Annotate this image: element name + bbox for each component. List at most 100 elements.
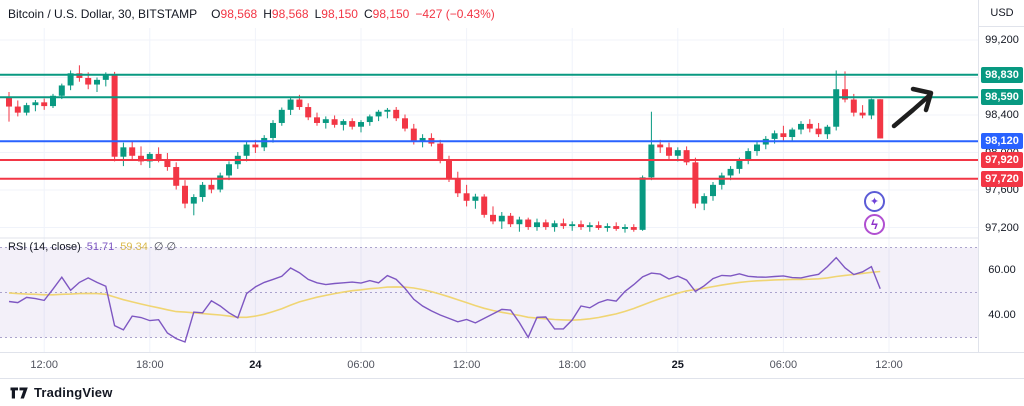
candle (525, 217, 532, 230)
candle (129, 140, 136, 160)
candle (745, 148, 752, 165)
candle (23, 102, 30, 116)
candle (322, 116, 329, 129)
price-axis[interactable]: USD 99,20098,40098,00097,60097,20098,830… (978, 0, 1024, 378)
ohlc-key: H (263, 7, 272, 21)
candle (710, 182, 716, 201)
rsi-indicator-header: RSI (14, close) 51.71 59.34 ∅ ∅ (8, 240, 176, 253)
candle (384, 107, 391, 119)
candle (754, 141, 760, 156)
price-level-badge: 98,120 (981, 133, 1023, 150)
candle (199, 182, 206, 202)
candle (190, 194, 197, 216)
candle (806, 119, 813, 133)
candle (833, 70, 840, 131)
time-axis-label: 06:00 (769, 359, 798, 371)
candle (67, 70, 74, 91)
candle (666, 142, 672, 160)
candle (534, 218, 540, 231)
price-level-badge: 97,920 (981, 152, 1023, 168)
candle (287, 96, 294, 115)
ohlc-value: 98,568 (271, 7, 309, 21)
candle (226, 161, 232, 181)
candle (569, 221, 576, 231)
time-axis-label: 12:00 (875, 359, 903, 371)
candle (32, 100, 39, 112)
candle (815, 122, 822, 138)
candle (798, 121, 804, 135)
sparkle-button[interactable]: ✦ (864, 191, 885, 212)
candle (630, 224, 637, 232)
candle (428, 133, 435, 147)
time-axis-label: 12:00 (30, 359, 58, 371)
candle (692, 157, 699, 209)
price-axis-label: 99,200 (985, 34, 1019, 46)
ohlc-values: O98,568 H98,568 L98,150 C98,150 (205, 7, 409, 21)
candle (340, 119, 347, 131)
candle (472, 193, 479, 209)
level-lines[interactable] (0, 73, 978, 180)
ohlc-key: O (211, 7, 221, 21)
price-axis-label: 97,600 (985, 184, 1019, 196)
candle (76, 65, 83, 82)
candle (314, 112, 320, 126)
candle (120, 142, 127, 167)
rsi-title: RSI (14, close) (8, 241, 81, 253)
candle (375, 109, 382, 122)
price-level-badge: 98,590 (981, 89, 1023, 106)
rsi-axis-label: 60.00 (988, 264, 1016, 276)
candle (718, 172, 725, 190)
arrow-annotation[interactable] (891, 86, 934, 129)
lightning-button[interactable]: ϟ (864, 214, 885, 235)
candle (393, 107, 400, 122)
time-axis-label: 25 (671, 359, 684, 371)
candle (208, 178, 215, 194)
change-value: −427 (−0.43%) (415, 7, 495, 21)
rsi-band (0, 247, 978, 338)
candle (366, 114, 373, 126)
symbol-info-bar: Bitcoin / U.S. Dollar, 30, BITSTAMP O98,5… (8, 7, 495, 21)
candle (859, 105, 866, 119)
candle (701, 193, 708, 211)
candle (270, 120, 276, 143)
rsi-empty-values: ∅ ∅ (153, 241, 177, 253)
candle (481, 194, 488, 218)
tradingview-watermark[interactable]: TradingView (10, 385, 113, 400)
rsi-value: 51.71 (86, 241, 115, 253)
candle (498, 212, 505, 229)
tradingview-watermark-text: TradingView (34, 385, 113, 400)
time-axis[interactable]: 12:00 18:00 24 06:00 12:00 18:00 25 06:00 12:00 (0, 352, 1024, 379)
rsi-ma-line (8, 270, 881, 322)
rsi-line (8, 256, 881, 343)
ohlc-key: L (314, 7, 322, 21)
candle (454, 171, 461, 198)
candle (349, 118, 356, 130)
tradingview-logo-icon (10, 387, 28, 398)
price-axis-label: 97,200 (985, 221, 1019, 234)
candle (551, 220, 558, 232)
candle (182, 180, 188, 209)
candle (94, 77, 100, 93)
bottom-toolbar: TradingView (0, 378, 1024, 406)
candle (542, 219, 549, 230)
price-level-badge: 98,830 (981, 66, 1023, 83)
candle (41, 98, 48, 110)
candle (402, 114, 408, 132)
sparkle-icon: ✦ (869, 196, 880, 208)
rsi-ma-value: 59.34 (120, 241, 148, 253)
price-level-badge: 97,720 (981, 170, 1023, 187)
time-axis-label: 18:00 (136, 359, 164, 371)
candle (586, 222, 593, 232)
candle (111, 71, 118, 162)
candle (868, 98, 875, 120)
candle (824, 124, 831, 139)
candle (595, 221, 602, 230)
time-axis-label: 24 (249, 359, 262, 371)
candle (762, 136, 769, 150)
candle (138, 146, 144, 166)
ohlc-key: C (363, 7, 373, 21)
candle (164, 152, 171, 171)
candle (50, 93, 56, 108)
